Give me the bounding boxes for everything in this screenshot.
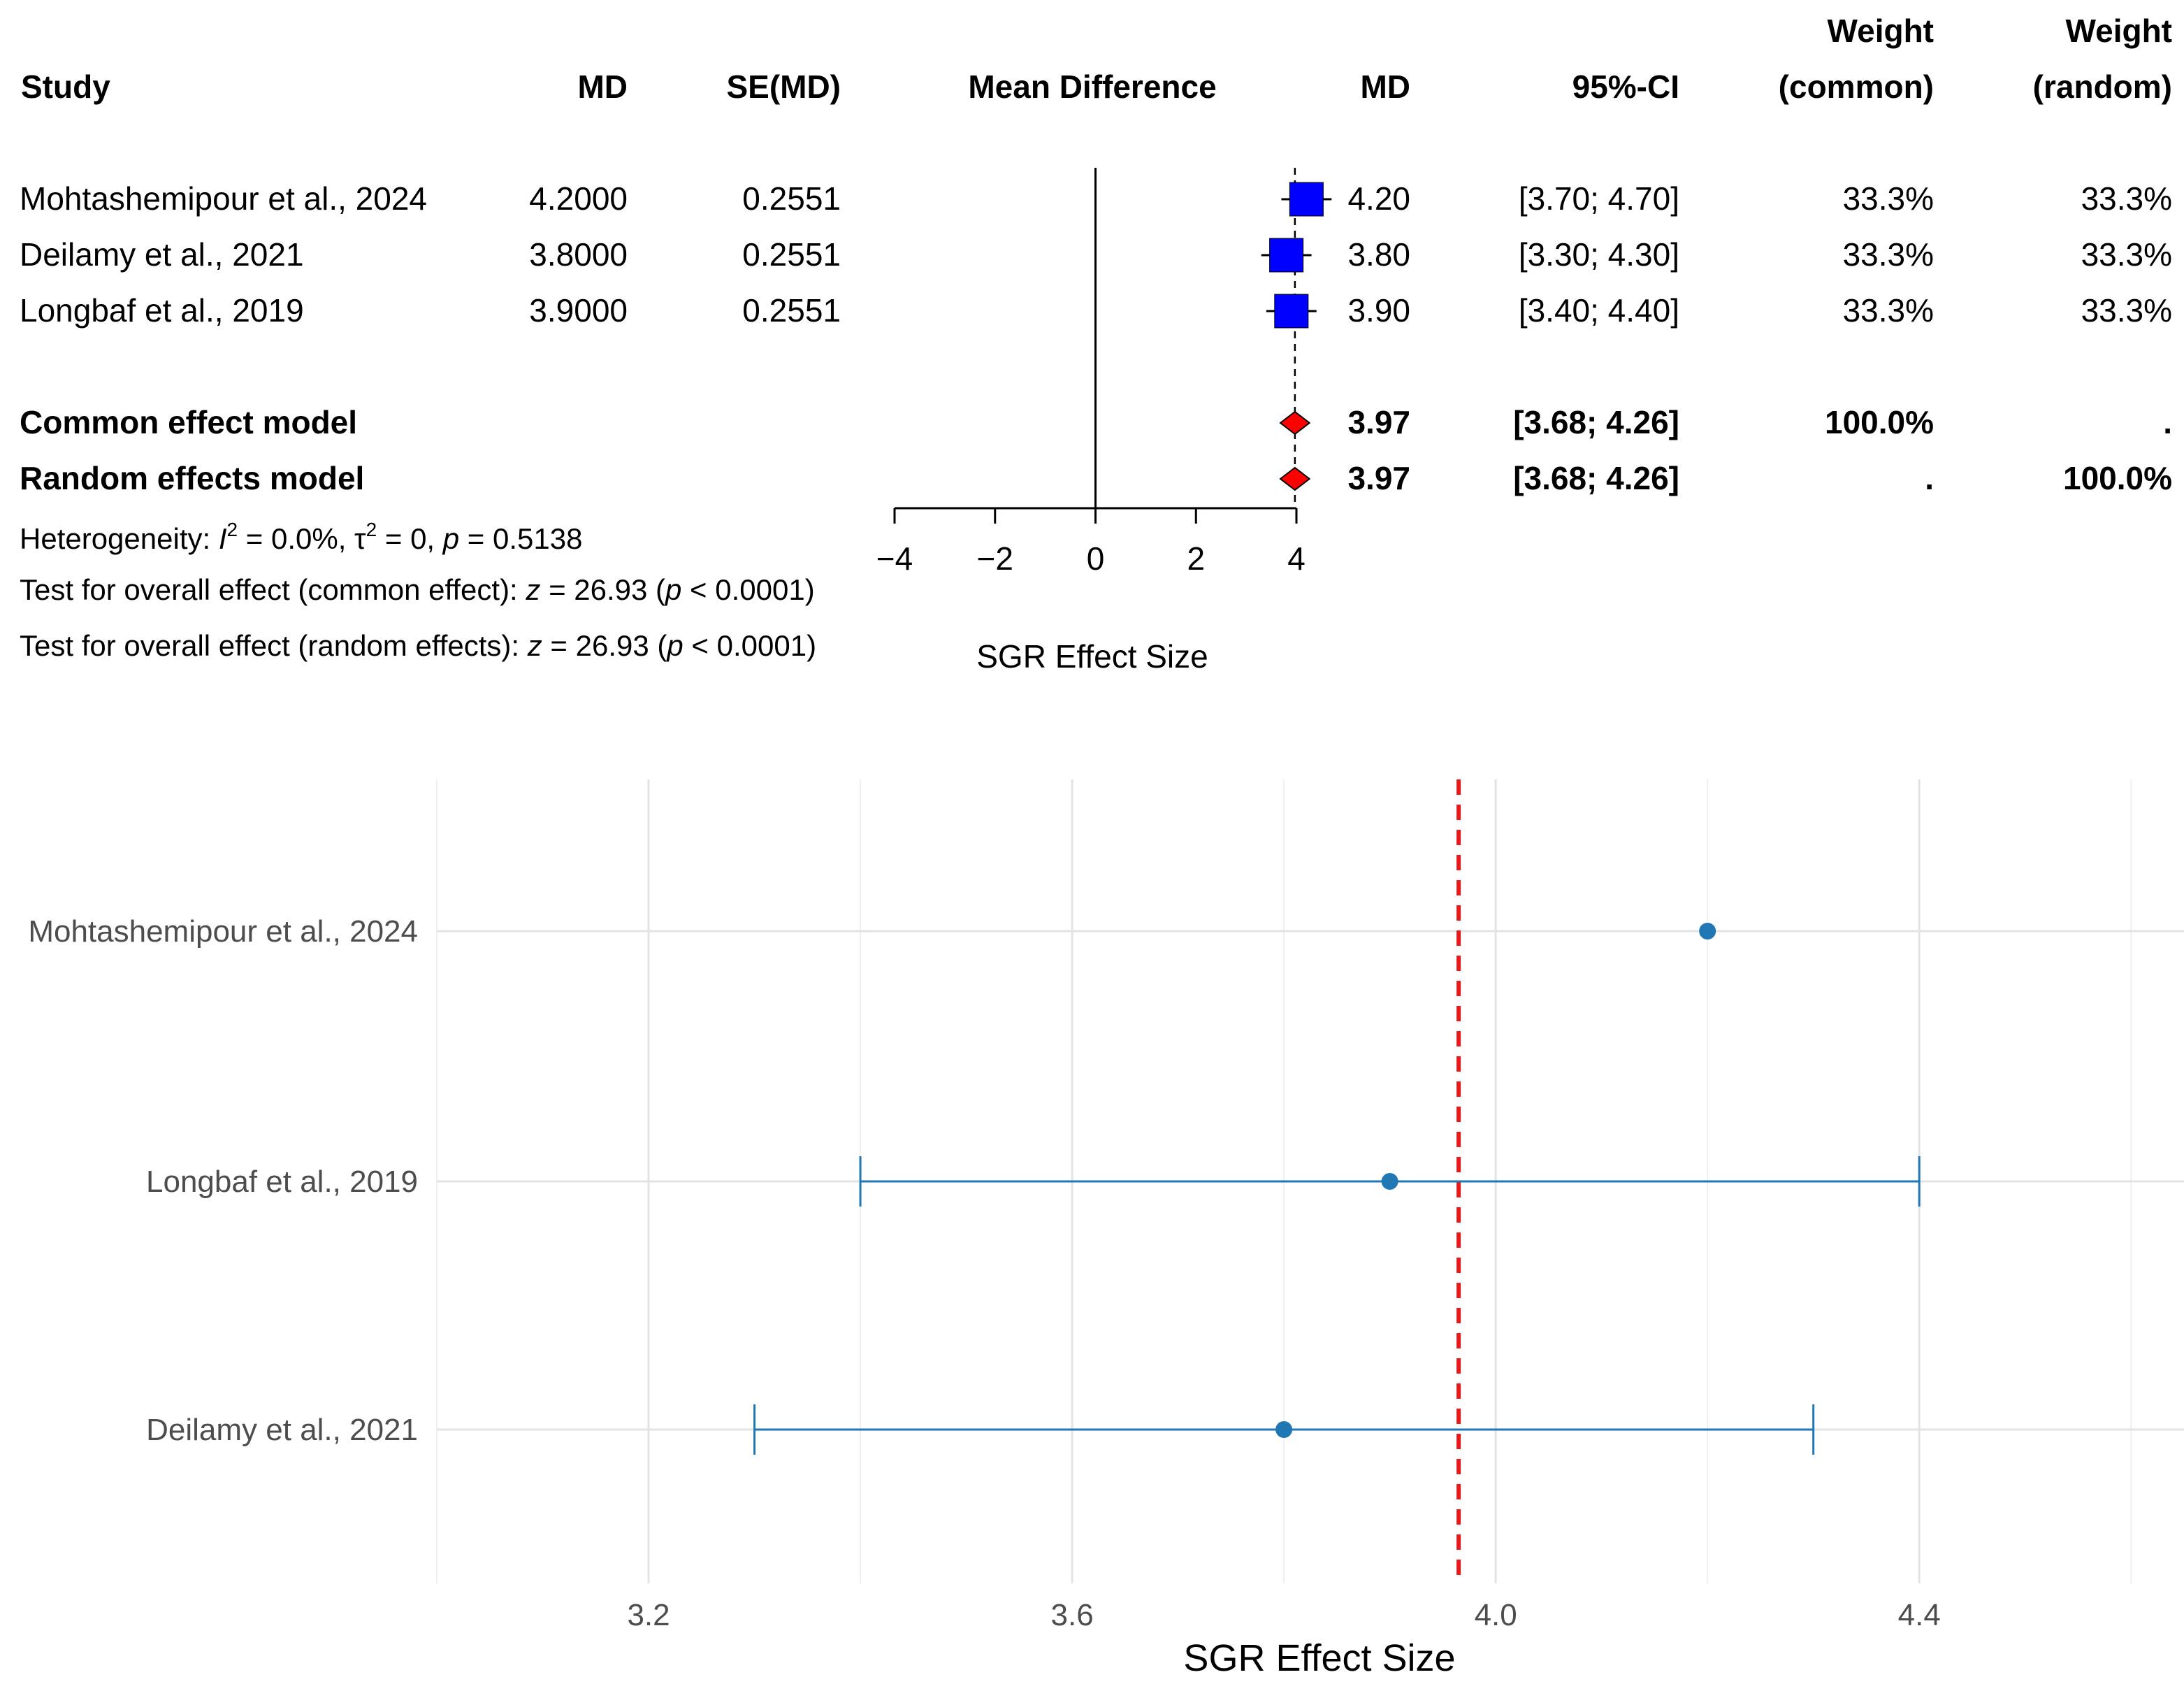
study-square	[1289, 182, 1324, 217]
study-md: 4.2000	[529, 180, 628, 217]
study-weight-common: 33.3%	[1843, 180, 1934, 217]
study-se: 0.2551	[742, 292, 841, 329]
y-category-label: Longbaf et al., 2019	[146, 1165, 418, 1199]
y-category-label: Mohtashemipour et al., 2024	[28, 914, 418, 949]
data-point	[1699, 923, 1716, 940]
header-random: (random)	[2033, 69, 2172, 105]
forest-x-axis-title: SGR Effect Size	[976, 638, 1208, 675]
study-md2: 4.20	[1347, 180, 1410, 217]
study-md2: 3.80	[1347, 236, 1410, 273]
study-name: Mohtashemipour et al., 2024	[20, 180, 427, 217]
study-square	[1269, 238, 1304, 273]
study-square	[1274, 294, 1309, 329]
model-md2: 3.97	[1347, 460, 1410, 496]
tc-z: z	[525, 573, 540, 606]
forest-x-tick-label: −2	[977, 540, 1013, 577]
het-i2-val: = 0.0%,	[238, 522, 354, 555]
model-diamond	[1279, 466, 1311, 491]
scatter-x-axis-title: SGR Effect Size	[1183, 1637, 1455, 1679]
study-ci: [3.30; 4.30]	[1519, 236, 1679, 273]
tr-z: z	[527, 629, 542, 662]
study-name: Deilamy et al., 2021	[20, 236, 304, 273]
study-weight-common: 33.3%	[1843, 292, 1934, 329]
study-md: 3.9000	[529, 292, 628, 329]
x-tick-label: 3.2	[627, 1598, 670, 1632]
model-md2: 3.97	[1347, 404, 1410, 440]
study-name: Longbaf et al., 2019	[20, 292, 304, 329]
study-row: Deilamy et al., 2021 3.8000 0.2551 3.80 …	[20, 236, 2172, 273]
header-se-md: SE(MD)	[726, 69, 841, 105]
x-tick-label: 3.6	[1051, 1598, 1094, 1632]
forest-x-tick-label: −4	[876, 540, 913, 577]
header-ci: 95%-CI	[1572, 69, 1679, 105]
study-weight-random: 33.3%	[2081, 236, 2172, 273]
study-ci: [3.40; 4.40]	[1519, 292, 1679, 329]
model-row: Random effects model 3.97 [3.68; 4.26] .…	[20, 460, 2172, 496]
study-md: 3.8000	[529, 236, 628, 273]
tr-z-val: = 26.93 (	[542, 629, 667, 662]
x-tick-label: 4.4	[1898, 1598, 1941, 1632]
het-i: I	[219, 522, 227, 555]
header-weight-common: Weight	[1828, 13, 1934, 49]
x-tick-label: 4.0	[1475, 1598, 1517, 1632]
data-point	[1381, 1173, 1398, 1190]
tc-p-val: < 0.0001)	[681, 573, 814, 606]
y-category-label: Deilamy et al., 2021	[146, 1413, 418, 1447]
header-md-2: MD	[1360, 69, 1410, 105]
het-p: p	[442, 522, 459, 555]
header-weight-random: Weight	[2066, 13, 2172, 49]
header-study: Study	[21, 69, 110, 105]
het-p-val: = 0.5138	[459, 522, 582, 555]
model-weight-random: 100.0%	[2063, 460, 2172, 496]
tr-p: p	[665, 629, 683, 662]
tr-prefix: Test for overall effect (random effects)…	[20, 629, 528, 662]
model-name: Random effects model	[20, 460, 364, 496]
het-i-sup: 2	[227, 519, 238, 540]
het-tau2-val: = 0,	[377, 522, 443, 555]
study-se: 0.2551	[742, 180, 841, 217]
scatter-plot: Mohtashemipour et al., 2024 Longbaf et al…	[28, 779, 2184, 1632]
study-md2: 3.90	[1347, 292, 1410, 329]
model-diamond	[1279, 410, 1311, 436]
het-tau-sup: 2	[366, 519, 377, 540]
test-random-text: Test for overall effect (random effects)…	[20, 629, 816, 662]
study-ci: [3.70; 4.70]	[1519, 180, 1679, 217]
header-mean-difference: Mean Difference	[968, 69, 1216, 105]
study-row: Mohtashemipour et al., 2024 4.2000 0.255…	[20, 180, 2172, 217]
study-weight-random: 33.3%	[2081, 180, 2172, 217]
forest-x-tick-label: 2	[1187, 540, 1205, 577]
forest-plot: −4 −2 0 2 4	[876, 168, 1332, 577]
model-weight-random: .	[2163, 404, 2172, 440]
forest-x-tick-label: 4	[1287, 540, 1306, 577]
test-common-text: Test for overall effect (common effect):…	[20, 573, 815, 606]
model-ci: [3.68; 4.26]	[1513, 404, 1679, 440]
data-point	[1275, 1421, 1293, 1438]
study-weight-random: 33.3%	[2081, 292, 2172, 329]
tc-z-val: = 26.93 (	[540, 573, 665, 606]
model-name: Common effect model	[20, 404, 357, 440]
header-md: MD	[577, 69, 628, 105]
het-tau: τ	[354, 522, 366, 555]
model-weight-common: .	[1925, 460, 1934, 496]
tc-prefix: Test for overall effect (common effect):	[20, 573, 526, 606]
header-common: (common)	[1779, 69, 1934, 105]
study-row: Longbaf et al., 2019 3.9000 0.2551 3.90 …	[20, 292, 2172, 329]
study-se: 0.2551	[742, 236, 841, 273]
tr-p-val: < 0.0001)	[684, 629, 816, 662]
model-row: Common effect model 3.97 [3.68; 4.26] 10…	[20, 404, 2172, 440]
heterogeneity-text: Heterogeneity: I2 = 0.0%, τ2 = 0, p = 0.…	[20, 519, 582, 555]
tc-p: p	[664, 573, 681, 606]
forest-x-tick-label: 0	[1087, 540, 1105, 577]
study-weight-common: 33.3%	[1843, 236, 1934, 273]
model-weight-common: 100.0%	[1825, 404, 1934, 440]
model-ci: [3.68; 4.26]	[1513, 460, 1679, 496]
forest-table-header: Study MD SE(MD) Mean Difference MD 95%-C…	[21, 13, 2172, 105]
het-prefix: Heterogeneity:	[20, 522, 219, 555]
